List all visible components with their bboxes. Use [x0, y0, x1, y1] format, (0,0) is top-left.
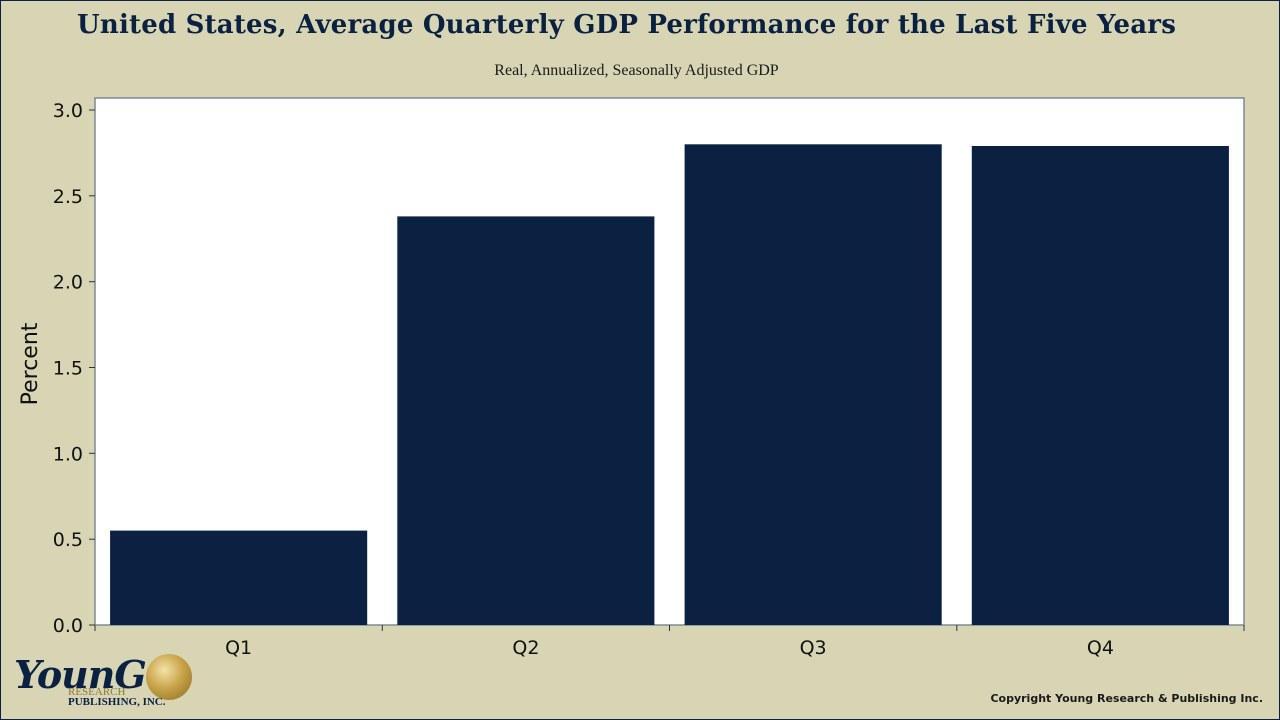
young-research-logo: YounG RESEARCH PUBLISHING, INC. [8, 648, 208, 712]
x-tick-label-q3: Q3 [800, 637, 827, 659]
copyright-text: Copyright Young Research & Publishing In… [990, 692, 1263, 705]
bar-q3 [684, 144, 942, 626]
x-tick-label-q1: Q1 [225, 637, 252, 659]
bar-q1 [110, 530, 368, 625]
y-tick-label: 1.0 [53, 443, 83, 465]
y-tick-label: 0.0 [53, 615, 83, 637]
x-tick-label-q4: Q4 [1087, 637, 1114, 659]
chart-title: United States, Average Quarterly GDP Per… [76, 10, 1177, 40]
bar-q4 [971, 146, 1229, 625]
y-tick-label: 0.5 [53, 529, 83, 551]
logo-word: YounG [14, 652, 147, 697]
x-tick-label-q2: Q2 [512, 637, 539, 659]
y-tick-label: 2.5 [53, 186, 83, 208]
logo-publishing-text: PUBLISHING, INC. [68, 696, 166, 708]
y-tick-label: 2.0 [53, 272, 83, 294]
chart-subtitle: Real, Annualized, Seasonally Adjusted GD… [494, 62, 779, 79]
logo-research-text: RESEARCH [68, 686, 126, 698]
globe-icon [146, 654, 192, 700]
y-tick-label: 1.5 [53, 358, 83, 380]
y-axis-label: Percent [18, 322, 43, 405]
bar-q2 [397, 216, 655, 625]
y-tick-label: 3.0 [53, 100, 83, 122]
